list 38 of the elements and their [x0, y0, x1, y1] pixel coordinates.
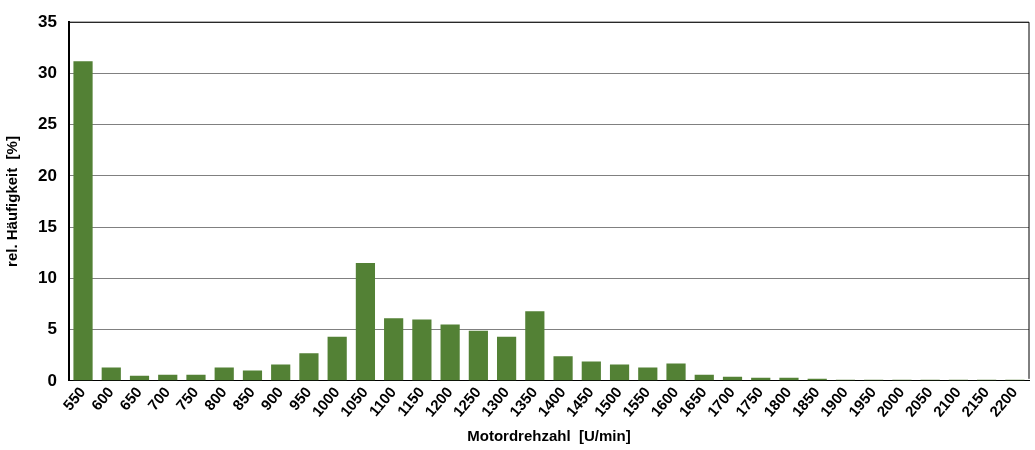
x-tick-label: 700 — [144, 383, 174, 414]
y-axis-title: rel. Häufigkeit [%] — [3, 136, 21, 267]
bar — [581, 361, 601, 381]
bar — [73, 61, 93, 381]
bar — [271, 364, 291, 381]
bar — [497, 336, 517, 381]
bar — [468, 330, 488, 381]
y-tick-label: 35 — [37, 11, 57, 31]
x-tick-label: 850 — [228, 383, 258, 414]
y-tick-label: 10 — [37, 268, 57, 288]
bar — [440, 324, 460, 381]
bar — [412, 319, 432, 381]
bar — [384, 318, 404, 381]
y-tick-label: 25 — [37, 114, 57, 134]
x-tick-label: 750 — [172, 383, 202, 414]
bar — [666, 363, 686, 381]
y-tick-label: 20 — [37, 165, 57, 185]
y-tick-label: 0 — [47, 370, 57, 390]
y-tick-label: 15 — [37, 216, 57, 236]
x-tick-label: 600 — [87, 383, 117, 414]
bar — [525, 311, 545, 381]
bar — [327, 336, 347, 381]
y-tick-label: 30 — [37, 63, 57, 83]
bar — [242, 370, 263, 381]
bar — [609, 364, 630, 381]
bar — [299, 353, 319, 381]
bar — [553, 356, 573, 381]
bar — [186, 374, 206, 381]
x-axis-title: Motordrehzahl [U/min] — [467, 427, 631, 445]
bar — [214, 367, 234, 381]
x-tick-label: 900 — [257, 383, 287, 414]
x-tick-label: 800 — [200, 383, 230, 414]
bar — [638, 367, 658, 381]
x-tick-label: 650 — [115, 383, 145, 414]
y-tick-label: 5 — [47, 319, 57, 339]
bar — [355, 263, 376, 381]
x-tick-label: 550 — [59, 383, 89, 414]
bar — [101, 367, 121, 381]
